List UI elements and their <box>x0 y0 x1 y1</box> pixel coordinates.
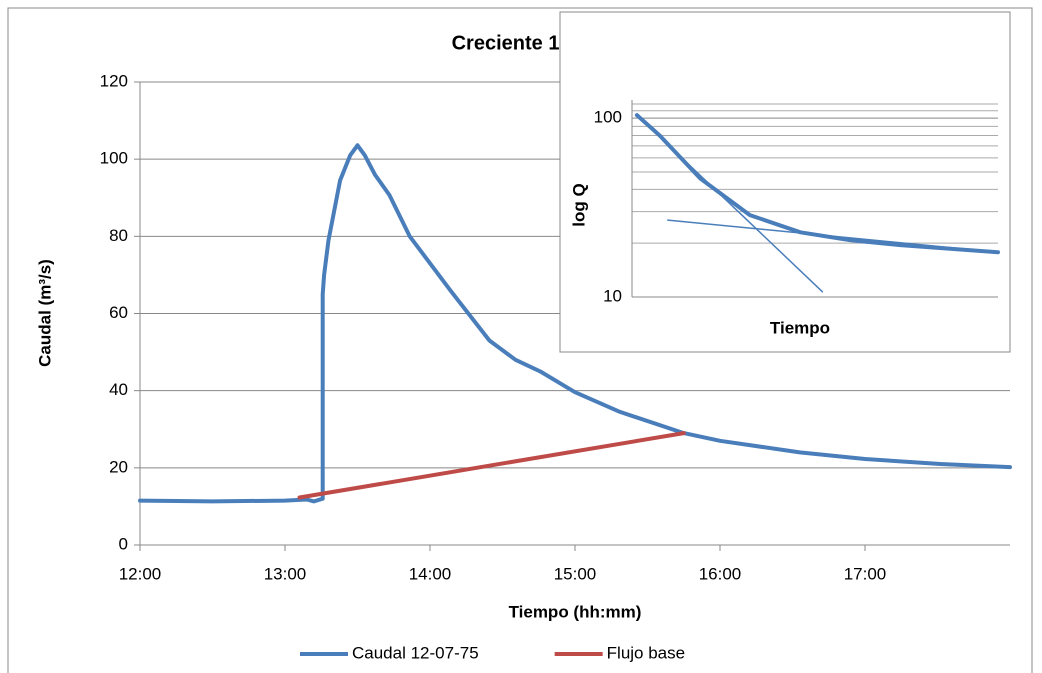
legend-label: Caudal 12-07-75 <box>352 643 479 662</box>
y-tick-label: 0 <box>119 534 128 553</box>
x-tick-label: 14:00 <box>409 564 452 583</box>
x-tick-label: 13:00 <box>264 564 307 583</box>
y-tick-label: 20 <box>109 457 128 476</box>
y-tick-label: 10 <box>603 286 622 305</box>
x-axis-label: Tiempo (hh:mm) <box>509 602 642 621</box>
y-tick-label: 100 <box>100 149 128 168</box>
y-axis-label: Caudal (m³/s) <box>35 259 54 367</box>
legend-label: Flujo base <box>607 643 685 662</box>
x-tick-label: 17:00 <box>844 564 887 583</box>
x-axis-label: Tiempo <box>770 318 830 337</box>
inset-border <box>559 11 1011 353</box>
y-axis-label: log Q <box>569 183 588 226</box>
y-tick-label: 80 <box>109 226 128 245</box>
x-tick-label: 12:00 <box>119 564 162 583</box>
y-tick-label: 120 <box>100 71 128 90</box>
x-tick-label: 15:00 <box>554 564 597 583</box>
y-tick-label: 40 <box>109 380 128 399</box>
series-line <box>667 219 999 253</box>
series-line <box>138 143 1012 504</box>
y-tick-label: 100 <box>594 108 622 127</box>
y-tick-label: 60 <box>109 303 128 322</box>
series-line <box>636 114 824 293</box>
x-tick-label: 16:00 <box>699 564 742 583</box>
series-line <box>297 431 686 500</box>
